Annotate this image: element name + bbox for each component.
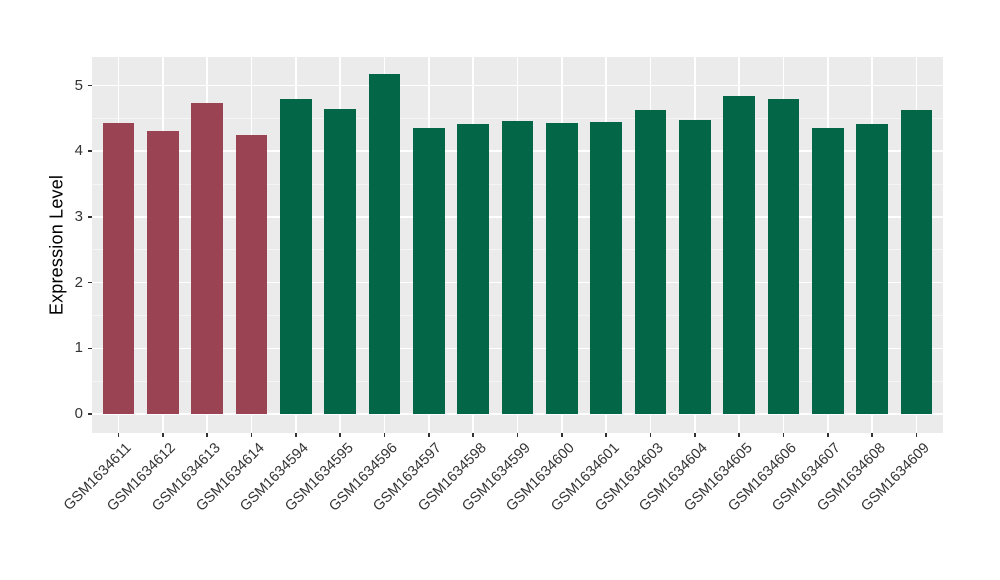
- bar-GSM1634613: [191, 103, 223, 414]
- x-tick-mark: [162, 433, 164, 437]
- y-tick-mark: [87, 347, 92, 350]
- bar-GSM1634611: [102, 122, 135, 414]
- bar-GSM1634596: [368, 74, 401, 414]
- x-tick-mark: [649, 433, 652, 437]
- x-tick-mark: [117, 433, 120, 437]
- y-tick-mark: [87, 281, 92, 284]
- x-tick-mark: [339, 433, 341, 437]
- bar-GSM1634609: [900, 110, 933, 414]
- y-tick-label: 4: [74, 142, 83, 160]
- x-tick-mark: [250, 433, 253, 437]
- x-tick-mark: [827, 433, 829, 437]
- x-tick-mark: [915, 433, 918, 437]
- y-tick-mark: [87, 216, 92, 218]
- y-tick-mark: [87, 413, 92, 415]
- x-tick-mark: [428, 433, 430, 437]
- bar-GSM1634600: [546, 122, 578, 414]
- x-tick-mark: [472, 433, 474, 437]
- bar-GSM1634614: [235, 135, 268, 414]
- bar-GSM1634603: [634, 110, 667, 414]
- y-tick-label: 1: [74, 339, 83, 357]
- bar-GSM1634612: [147, 130, 179, 414]
- bar-GSM1634605: [723, 96, 755, 414]
- bar-GSM1634599: [501, 120, 534, 414]
- bar-GSM1634604: [679, 119, 711, 414]
- y-tick-label: 0: [74, 405, 83, 422]
- bar-GSM1634595: [324, 109, 356, 414]
- y-tick-label: 5: [74, 76, 83, 94]
- bar-GSM1634606: [767, 99, 800, 414]
- plot-panel: [92, 57, 943, 433]
- x-tick-mark: [561, 433, 563, 437]
- y-axis-title: Expression Level: [46, 174, 67, 316]
- x-tick-mark: [694, 433, 696, 437]
- x-tick-mark: [206, 433, 208, 437]
- y-tick-mark: [87, 150, 92, 152]
- x-tick-mark: [295, 433, 297, 437]
- bar-GSM1634601: [590, 122, 622, 414]
- x-tick-mark: [782, 433, 785, 437]
- x-tick-mark: [383, 433, 386, 437]
- bar-GSM1634594: [280, 99, 312, 414]
- y-tick-label: 2: [74, 273, 83, 291]
- bar-GSM1634597: [413, 127, 445, 414]
- x-tick-mark: [871, 433, 873, 437]
- bar-GSM1634598: [457, 124, 489, 414]
- x-tick-mark: [738, 433, 740, 437]
- bar-GSM1634608: [856, 123, 888, 414]
- x-tick-mark: [516, 433, 519, 437]
- x-tick-mark: [605, 433, 607, 437]
- y-tick-label: 3: [74, 207, 83, 225]
- bar-GSM1634607: [812, 127, 844, 414]
- y-tick-mark: [87, 84, 92, 87]
